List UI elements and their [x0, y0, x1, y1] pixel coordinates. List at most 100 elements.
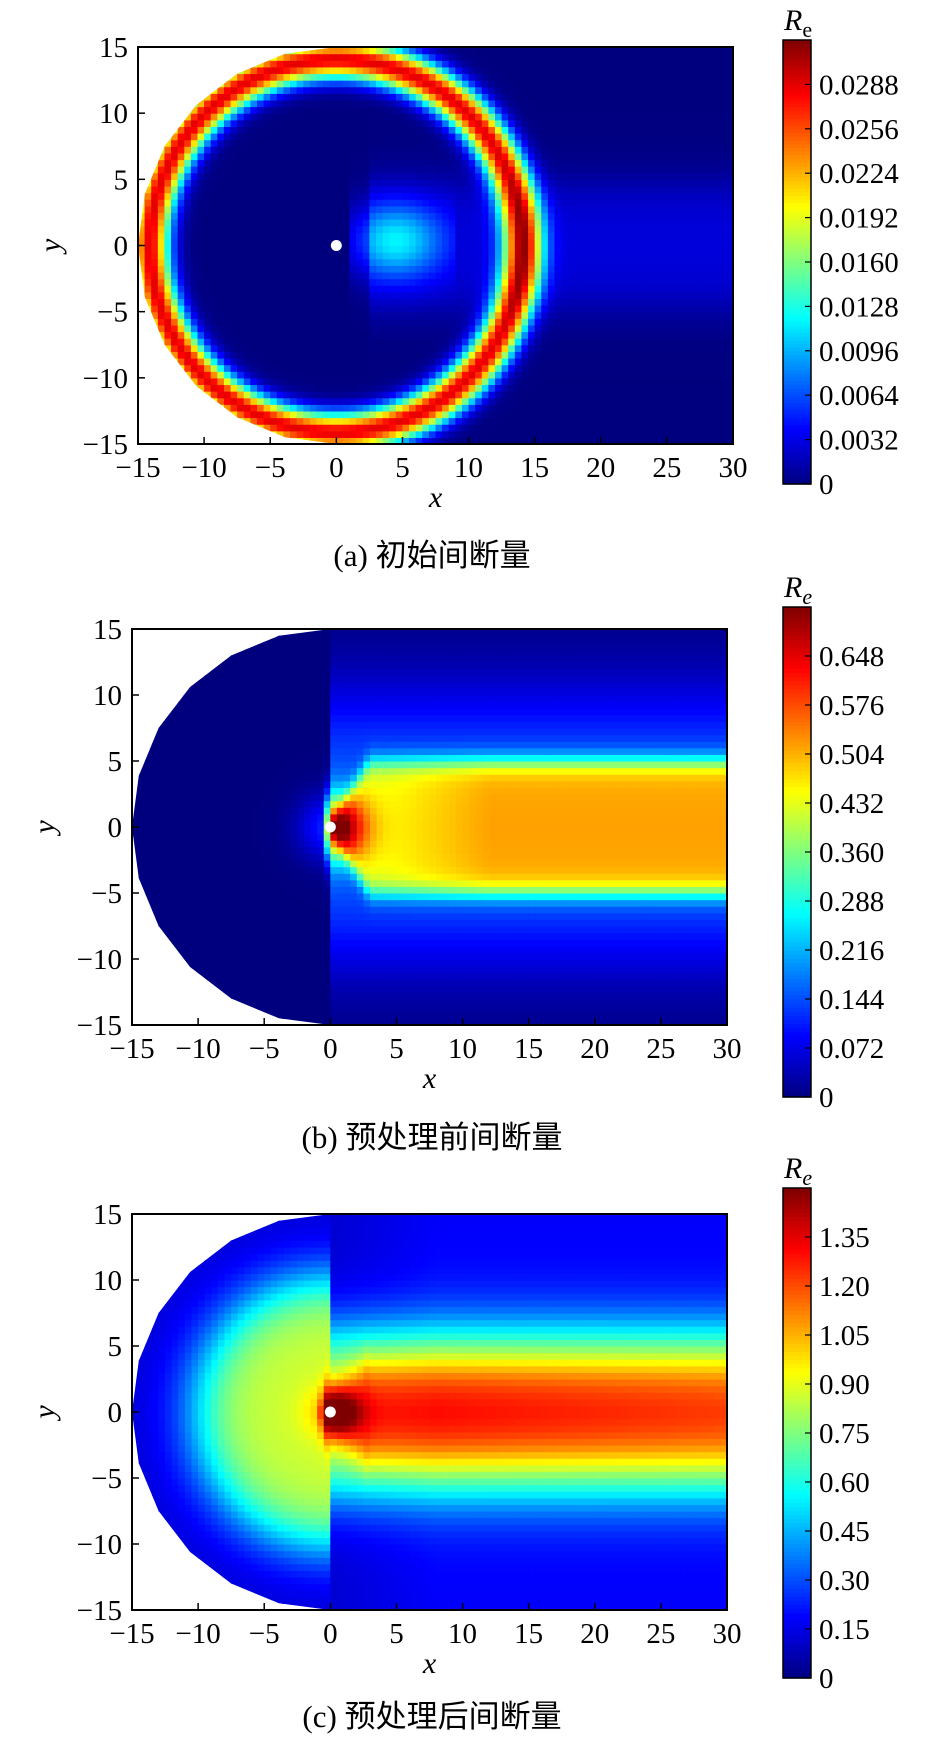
heatmap-cell [561, 371, 569, 379]
heatmap-cell [230, 384, 238, 392]
heatmap-cell [349, 80, 357, 88]
heatmap-cell [316, 225, 324, 233]
heatmap-cell [382, 166, 390, 174]
heatmap-cell [422, 430, 430, 438]
heatmap-cell [184, 99, 192, 108]
heatmap-cell [620, 47, 628, 55]
heatmap-cell [270, 265, 278, 273]
heatmap-cell [488, 199, 496, 207]
heatmap-cell [415, 185, 423, 194]
heatmap-cell [164, 47, 172, 55]
heatmap-cell [382, 225, 390, 233]
heatmap-cell [138, 166, 146, 174]
heatmap-cell [223, 99, 232, 108]
heatmap-cell [349, 285, 357, 293]
heatmap-cell [660, 371, 668, 379]
heatmap-cell [528, 205, 536, 214]
heatmap-cell [303, 106, 311, 114]
heatmap-cell [620, 338, 628, 346]
heatmap-cell [223, 377, 232, 386]
heatmap-cell [263, 285, 271, 293]
heatmap-cell [323, 338, 331, 346]
heatmap-cell [428, 364, 437, 372]
heatmap-cell [567, 166, 575, 174]
heatmap-cell [574, 113, 582, 121]
heatmap-cell [389, 351, 397, 359]
heatmap-cell [210, 172, 218, 180]
heatmap-cell [534, 80, 542, 88]
heatmap-cell [210, 305, 218, 313]
heatmap-cell [488, 291, 496, 300]
heatmap-cell [574, 311, 582, 319]
heatmap-cell [600, 106, 608, 114]
heatmap-cell [257, 397, 265, 405]
heatmap-cell [184, 245, 192, 253]
heatmap-cell [250, 271, 258, 280]
heatmap-cell [263, 205, 271, 214]
heatmap-cell [574, 371, 582, 379]
heatmap-cell [428, 119, 437, 127]
heatmap-cell [138, 404, 146, 412]
heatmap-cell [620, 172, 628, 180]
heatmap-cell [237, 371, 245, 379]
heatmap-cell [164, 166, 172, 174]
heatmap-cell [528, 99, 536, 108]
heatmap-cell [415, 258, 423, 266]
heatmap-cell [276, 172, 285, 180]
heatmap-cell [283, 80, 291, 88]
heatmap-cell [475, 344, 483, 352]
heatmap-cell [362, 185, 370, 194]
heatmap-cell [349, 119, 357, 127]
heatmap-cell [468, 265, 476, 273]
heatmap-cell [554, 391, 562, 399]
heatmap-cell [184, 126, 192, 134]
heatmap-cell [349, 159, 357, 167]
heatmap-cell [660, 344, 668, 352]
heatmap-cell [296, 225, 304, 233]
heatmap-cell [666, 185, 675, 194]
heatmap-cell [342, 199, 351, 207]
heatmap-cell [177, 212, 185, 220]
heatmap-cell [389, 271, 397, 280]
heatmap-cell [230, 73, 238, 81]
heatmap-cell [223, 119, 232, 127]
heatmap-cell [369, 86, 377, 94]
heatmap-cell [640, 205, 648, 214]
heatmap-cell [257, 364, 265, 372]
heatmap-cell [561, 344, 569, 352]
heatmap-cell [223, 291, 232, 300]
heatmap-cell [660, 410, 668, 419]
heatmap-cell [547, 219, 556, 227]
heatmap-cell [349, 371, 357, 379]
heatmap-cell [673, 437, 681, 444]
heatmap-cell [290, 106, 298, 114]
heatmap-cell [501, 318, 509, 326]
heatmap-cell [296, 53, 304, 61]
heatmap-cell [673, 219, 681, 227]
heatmap-cell [666, 271, 675, 280]
heatmap-cell [521, 166, 529, 174]
heatmap-cell [640, 311, 648, 319]
heatmap-cell [197, 212, 205, 220]
heatmap-cell [144, 252, 152, 260]
heatmap-cell [138, 278, 146, 286]
heatmap-cell [144, 53, 152, 61]
heatmap-cell [402, 99, 410, 108]
heatmap-cell [633, 298, 642, 306]
heatmap-cell [547, 126, 556, 134]
heatmap-cell [382, 93, 390, 101]
heatmap-cell [587, 391, 595, 399]
heatmap-cell [580, 185, 589, 194]
heatmap-cell [270, 119, 278, 127]
heatmap-cell [448, 146, 456, 154]
heatmap-cell [481, 357, 489, 366]
heatmap-cell [329, 73, 337, 81]
heatmap-cell [561, 93, 569, 101]
heatmap-cell [415, 318, 423, 326]
heatmap-cell [495, 331, 503, 339]
heatmap-cell [184, 192, 192, 200]
heatmap-cell [184, 417, 192, 425]
heatmap-cell [627, 318, 635, 326]
heatmap-cell [336, 185, 344, 194]
heatmap-cell [402, 212, 410, 220]
